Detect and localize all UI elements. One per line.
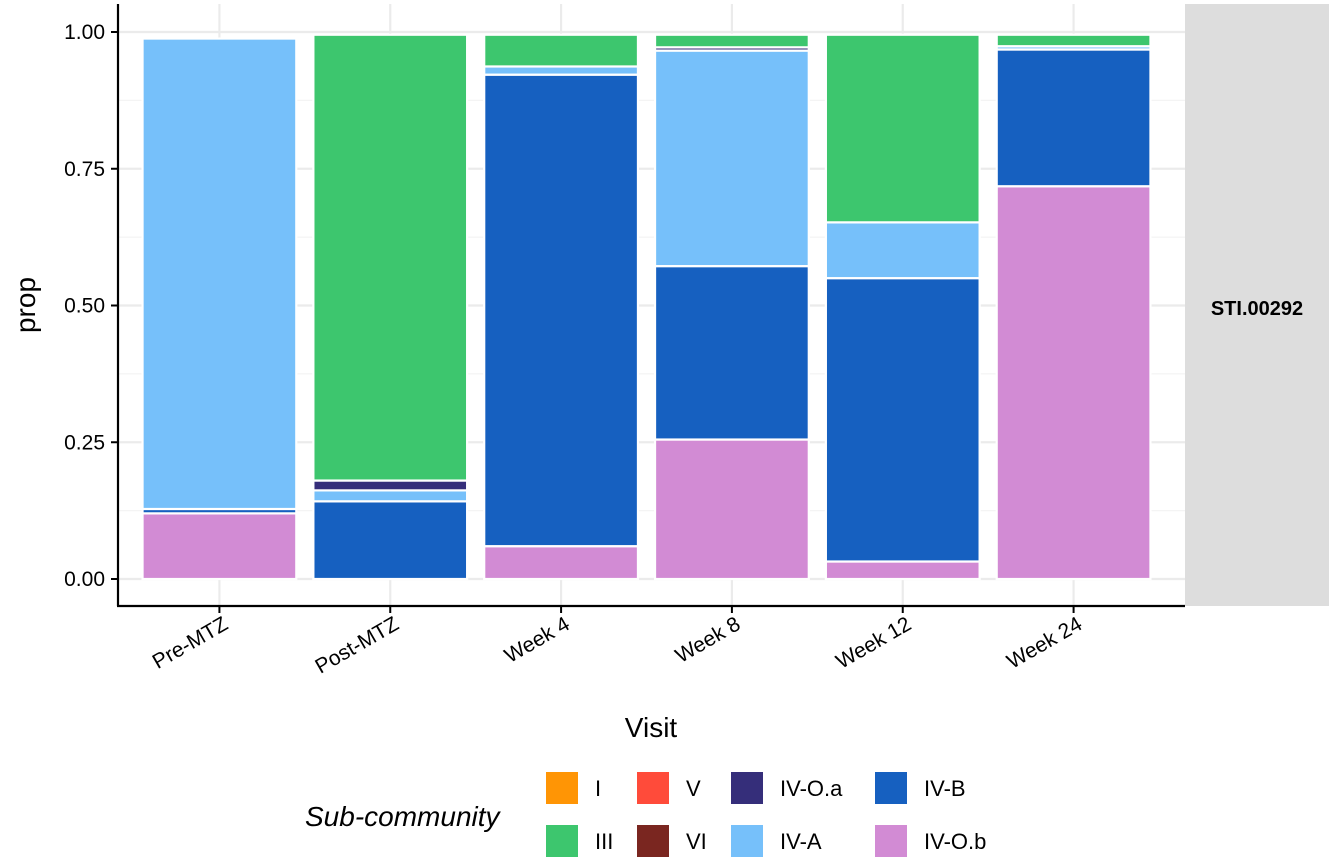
legend-label-iv-a: IV-A [780,829,822,854]
legend-key-iv-o-a [731,772,763,804]
y-tick-label: 0.00 [64,568,105,591]
x-axis-title: Visit [625,712,678,743]
x-tick-label: Week 8 [672,612,745,667]
bar-segment-iv-b [312,500,469,581]
bar-segment-iv-a [141,37,298,511]
x-tick-label: Post-MTZ [311,612,402,678]
bar-segment-iv-o-b [483,545,640,581]
legend-title: Sub-community [305,801,502,832]
bar-segment-iv-b [824,277,981,563]
bar-segment-iv-a [653,49,810,268]
bar-segment-iv-a [312,489,469,503]
legend-label-i: I [595,776,601,801]
bar-segment-iv-o-a [312,479,469,492]
facet-strip [1185,4,1329,606]
legend-key-iv-b [875,772,907,804]
legend-key-iii [546,825,578,857]
legend-label-iv-o-a: IV-O.a [780,776,843,801]
legend-key-vi [637,825,669,857]
x-tick-label: Pre-MTZ [149,612,232,673]
bar-segment-iii [995,33,1152,48]
bar-segment-iv-o-b [824,560,981,581]
bar-segment-iv-o-b [141,512,298,581]
legend-key-iv-o-b [875,825,907,857]
legend-key-iv-a [731,825,763,857]
bar-segment-iv-a [483,65,640,76]
bar-segment-iv-b [483,73,640,548]
y-tick-label: 0.75 [64,158,105,181]
bar-segment-iv-b [653,265,810,441]
x-tick-label: Week 4 [501,612,574,667]
facet-strip-label: STI.00292 [1211,298,1303,320]
y-tick-label: 0.50 [64,295,105,318]
legend-label-iv-o-b: IV-O.b [924,829,986,854]
bar-segment-iii [483,33,640,68]
legend-key-i [546,772,578,804]
bar-segment-iv-a [824,221,981,280]
x-tick-label: Week 12 [832,612,915,673]
legend-label-vi: VI [686,829,707,854]
legend-label-iii: III [595,829,613,854]
x-tick-label: Week 24 [1003,612,1086,673]
legend-label-iv-b: IV-B [924,776,966,801]
bar-segment-iii [653,33,810,49]
bar-segment-iv-o-b [653,438,810,581]
bar-segment-iii [824,33,981,224]
bar-segment-iv-b [995,48,1152,188]
bar-segment-iii [312,33,469,482]
y-axis-title: prop [10,277,41,333]
bar-segment-iv-o-b [995,185,1152,581]
y-tick-label: 0.25 [64,431,105,454]
legend-label-v: V [686,776,701,801]
y-tick-label: 1.00 [64,21,105,44]
bars [141,33,1152,581]
legend-key-v [637,772,669,804]
